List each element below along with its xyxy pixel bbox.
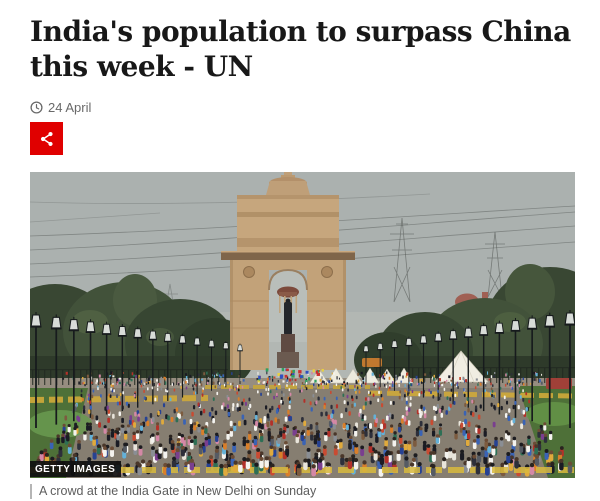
canopy-statue	[277, 286, 299, 368]
caption-bar	[30, 484, 32, 499]
tents	[309, 350, 572, 389]
headline: India's population to surpass China this…	[30, 15, 571, 83]
publish-date-text: 24 April	[48, 99, 92, 115]
article-figure: GETTY IMAGES A crowd at the India Gate i…	[30, 172, 575, 499]
image-credit: GETTY IMAGES	[30, 461, 122, 477]
lamp-posts-far	[85, 317, 521, 418]
publish-date: 24 April	[30, 99, 575, 115]
image-caption: A crowd at the India Gate in New Delhi o…	[30, 484, 575, 499]
clock-icon	[30, 100, 43, 114]
yellow-barriers	[30, 385, 575, 403]
distant-crowd	[62, 368, 543, 389]
caption-text: A crowd at the India Gate in New Delhi o…	[39, 484, 317, 498]
share-icon	[40, 131, 53, 146]
share-button[interactable]	[30, 122, 63, 155]
lamp-posts-near	[30, 310, 575, 428]
india-gate-photo: GETTY IMAGES	[30, 172, 575, 478]
india-gate-scene	[30, 172, 575, 478]
india-gate-monument	[221, 172, 355, 370]
